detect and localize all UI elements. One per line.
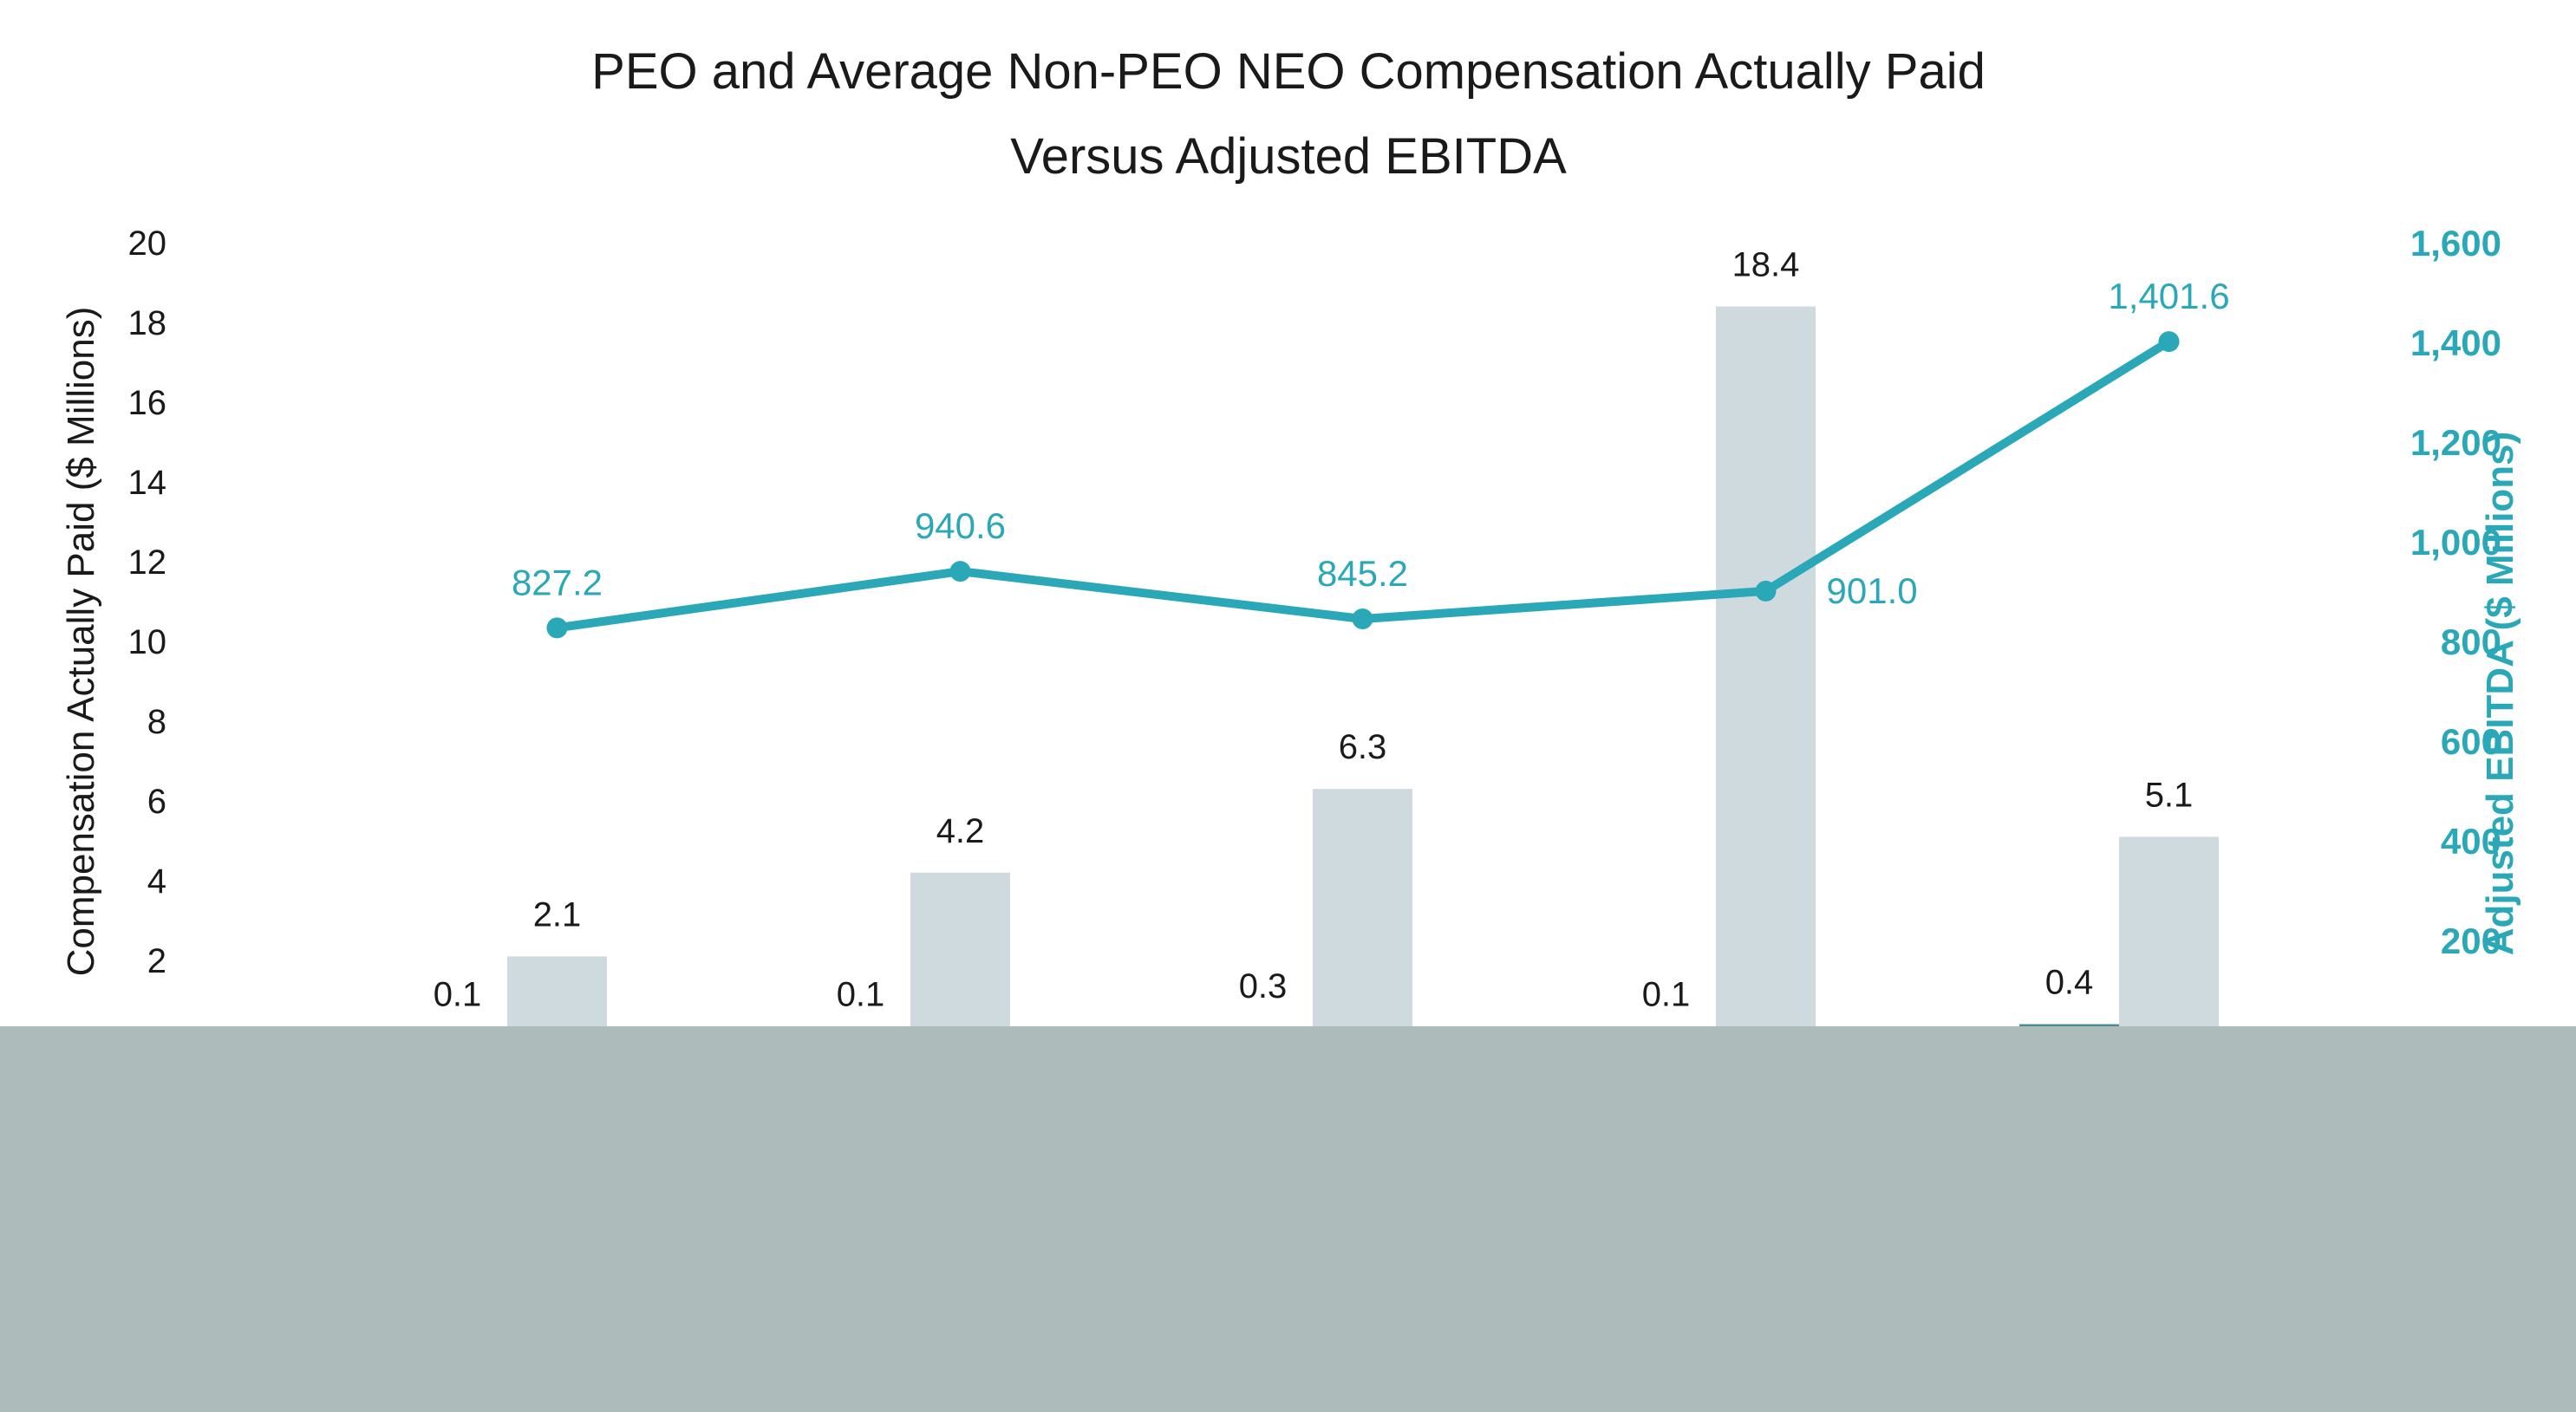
bar-neo	[910, 872, 1010, 1040]
y-tick-left: 4	[147, 862, 166, 901]
y-tick-left: 8	[147, 703, 166, 741]
bar-neo	[1716, 306, 1816, 1041]
y-tick-right: 1,600	[2410, 223, 2501, 264]
y-tick-right: 400	[2441, 821, 2501, 862]
ebitda-point	[546, 617, 568, 639]
bar-peo-label: 0.4	[2045, 964, 2094, 1002]
y-tick-left: 20	[128, 224, 167, 263]
ebitda-point-label: 940.6	[915, 505, 1006, 546]
y-tick-right: 1,400	[2410, 322, 2501, 363]
y-tick-right: 600	[2441, 721, 2501, 762]
y-tick-right: 1,000	[2410, 522, 2501, 563]
ebitda-point	[1755, 580, 1777, 602]
y-tick-left: 14	[128, 464, 167, 502]
ebitda-point	[949, 561, 971, 582]
y-axis-title-right: Adjusted EBITDA ($ Millions)	[2479, 432, 2521, 956]
bar-peo-label: 0.3	[1239, 967, 1288, 1005]
bar-peo-label: 0.1	[1642, 975, 1691, 1013]
bar-peo-label: 0.1	[837, 975, 885, 1013]
bar-neo	[507, 956, 607, 1040]
y-tick-left: 6	[147, 783, 166, 821]
y-tick-right: 200	[2441, 921, 2501, 961]
y-tick-right: 1,200	[2410, 422, 2501, 463]
ebitda-point	[1352, 608, 1373, 630]
bar-neo-label: 2.1	[533, 895, 582, 934]
bar-neo-label: 4.2	[936, 812, 985, 850]
bar-neo-label: 18.4	[1732, 246, 1800, 284]
bar-peo-label: 0.1	[434, 975, 482, 1013]
y-axis-title-left: Compensation Actually Paid ($ Millions)	[60, 307, 102, 977]
ebitda-point-label: 845.2	[1317, 553, 1408, 594]
bottom-overlay-panel	[0, 1026, 2576, 1412]
y-tick-left: 16	[128, 384, 167, 422]
bar-neo	[1313, 789, 1412, 1040]
chart-title-line-1: PEO and Average Non-PEO NEO Compensation…	[591, 43, 1986, 100]
ebitda-point-label: 1,401.6	[2108, 276, 2229, 316]
ebitda-point	[2158, 331, 2180, 353]
y-tick-left: 2	[147, 942, 166, 980]
bar-neo-label: 5.1	[2145, 776, 2194, 814]
ebitda-point-label: 901.0	[1827, 570, 1918, 611]
y-tick-left: 12	[128, 543, 167, 582]
y-tick-left: 18	[128, 304, 167, 342]
ebitda-point-label: 827.2	[512, 562, 603, 602]
chart-title-line-2: Versus Adjusted EBITDA	[1010, 128, 1567, 185]
y-tick-left: 10	[128, 623, 167, 661]
y-tick-right: 800	[2441, 621, 2501, 662]
bar-neo	[2119, 836, 2219, 1040]
bar-neo-label: 6.3	[1339, 728, 1387, 766]
